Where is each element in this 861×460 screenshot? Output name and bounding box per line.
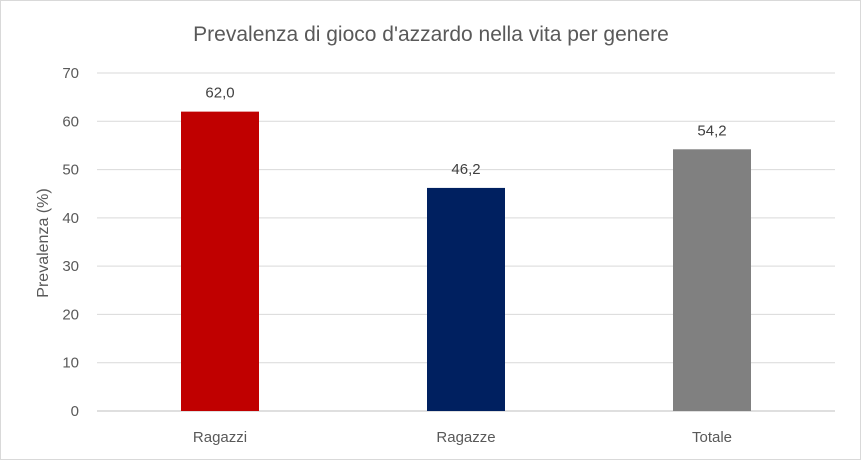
chart-title: Prevalenza di gioco d'azzardo nella vita… bbox=[193, 23, 669, 46]
bar-totale bbox=[673, 149, 751, 411]
y-tick-label: 0 bbox=[71, 403, 79, 420]
y-axis-ticks: 0 10 20 30 40 50 60 70 bbox=[62, 65, 79, 420]
x-axis-categories: Ragazzi Ragazze Totale bbox=[193, 429, 732, 446]
y-tick-label: 30 bbox=[62, 258, 79, 275]
y-tick-label: 50 bbox=[62, 162, 79, 179]
bars bbox=[181, 111, 751, 411]
data-label-totale: 54,2 bbox=[697, 122, 726, 139]
y-tick-label: 60 bbox=[62, 113, 79, 130]
y-tick-label: 10 bbox=[62, 355, 79, 372]
bar-ragazzi bbox=[181, 111, 259, 411]
x-tick-label-ragazze: Ragazze bbox=[436, 429, 495, 446]
data-label-ragazze: 46,2 bbox=[451, 161, 480, 178]
x-tick-label-ragazzi: Ragazzi bbox=[193, 429, 247, 446]
y-tick-label: 40 bbox=[62, 210, 79, 227]
data-label-ragazzi: 62,0 bbox=[205, 85, 234, 102]
bar-ragazze bbox=[427, 187, 505, 411]
data-labels: 62,0 46,2 54,2 bbox=[205, 85, 726, 178]
x-tick-label-totale: Totale bbox=[692, 429, 732, 446]
y-axis-title: Prevalenza (%) bbox=[35, 188, 52, 297]
y-tick-label: 70 bbox=[62, 65, 79, 82]
y-tick-label: 20 bbox=[62, 306, 79, 323]
